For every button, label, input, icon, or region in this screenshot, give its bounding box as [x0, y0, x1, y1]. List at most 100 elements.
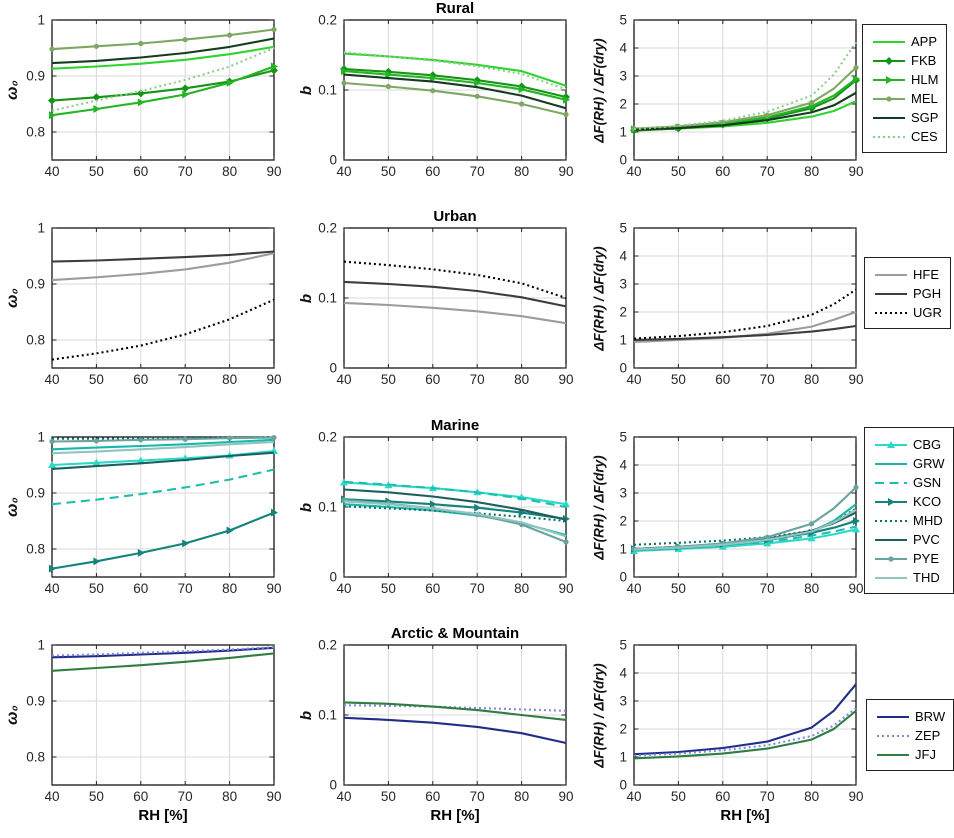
svg-text:50: 50 [381, 164, 396, 179]
legend-item-label: CBG [913, 437, 942, 452]
svg-text:0: 0 [329, 570, 337, 585]
svg-text:50: 50 [381, 581, 396, 596]
chart-svg-rural-forcing: 40 50 60 70 80 90 0 1 2 3 4 5 [619, 13, 863, 180]
row-title-marine: Marine [430, 417, 480, 434]
svg-text:60: 60 [133, 789, 148, 804]
series-line-UGR [343, 260, 567, 299]
svg-text:60: 60 [133, 581, 148, 596]
svg-text:5: 5 [619, 638, 627, 653]
svg-text:60: 60 [425, 581, 440, 596]
ylabel-text: b [298, 502, 316, 512]
svg-text:3: 3 [619, 486, 627, 501]
svg-text:60: 60 [425, 789, 440, 804]
svg-text:60: 60 [715, 581, 730, 596]
svg-text:0: 0 [619, 778, 627, 793]
ylabel-arctic-ssa: ω₀ [2, 645, 24, 785]
legend-line-sample [875, 576, 907, 579]
svg-text:0.2: 0.2 [318, 430, 337, 445]
legend-item-label: BRW [915, 709, 946, 724]
svg-text:1: 1 [619, 333, 627, 348]
legend-item-GSN: GSN [874, 473, 945, 492]
series-line-PYE [633, 486, 857, 551]
svg-text:0.1: 0.1 [318, 500, 337, 515]
svg-text:0.1: 0.1 [318, 708, 337, 723]
series-line-APP [51, 45, 275, 70]
chart-svg-urban-b: 40 50 60 70 80 90 0 0.1 0.2 [318, 221, 573, 388]
legend-line-sample [873, 40, 905, 43]
svg-text:0.9: 0.9 [26, 694, 45, 709]
panel-urban-b: 40 50 60 70 80 90 0 0.1 0.2 [298, 210, 578, 392]
ylabel-text: b [298, 85, 316, 95]
series-line-KCO [51, 511, 275, 570]
panel-marine-ssa: 40 50 60 70 80 90 0.8 0.9 1 [6, 419, 286, 601]
row-title-rural: Rural [435, 0, 475, 17]
svg-text:40: 40 [44, 372, 59, 387]
series-line-ZEP [633, 707, 857, 757]
ylabel-rural-forcing: ΔF(RH) / ΔF(dry) [588, 20, 610, 160]
legend-item-label: SGP [911, 110, 939, 125]
legend-line-sample [873, 75, 905, 84]
legend-item-MEL: MEL [872, 89, 938, 108]
svg-text:2: 2 [619, 722, 627, 737]
svg-text:0.2: 0.2 [318, 638, 337, 653]
series-line-JFJ [633, 709, 857, 760]
series-line-GRW [51, 438, 275, 451]
series-line-GSN [343, 480, 567, 509]
svg-text:80: 80 [514, 372, 529, 387]
svg-text:80: 80 [514, 581, 529, 596]
legend-item-label: ZEP [915, 728, 941, 743]
legend-item-label: GSN [913, 475, 942, 490]
svg-text:1: 1 [37, 221, 45, 236]
row-title-arctic: Arctic & Mountain [390, 625, 520, 642]
series-line-PGH [51, 250, 275, 263]
svg-text:80: 80 [222, 581, 237, 596]
series-line-HFE [633, 311, 857, 344]
panel-arctic-ssa: 40 50 60 70 80 90 0.8 0.9 1 [6, 627, 286, 809]
svg-text:40: 40 [626, 581, 641, 596]
legend-item-CES: CES [872, 127, 938, 146]
svg-text:90: 90 [848, 789, 863, 804]
urban-forcing-legend: HFE PGH UGR [864, 257, 951, 329]
svg-text:0.1: 0.1 [318, 291, 337, 306]
chart-svg-arctic-forcing: 40 50 60 70 80 90 0 1 2 3 4 5 [619, 638, 863, 805]
svg-text:80: 80 [804, 789, 819, 804]
svg-text:90: 90 [558, 789, 573, 804]
legend-item-label: JFJ [915, 747, 936, 762]
svg-text:80: 80 [514, 789, 529, 804]
series-line-BRW [343, 716, 567, 745]
svg-text:70: 70 [470, 581, 485, 596]
legend-item-HFE: HFE [874, 265, 942, 284]
svg-text:0.1: 0.1 [318, 83, 337, 98]
svg-text:60: 60 [715, 372, 730, 387]
svg-text:50: 50 [89, 581, 104, 596]
svg-text:1: 1 [37, 430, 45, 445]
svg-text:0: 0 [619, 361, 627, 376]
legend-line-sample [875, 292, 907, 295]
svg-text:0.2: 0.2 [318, 13, 337, 28]
series-line-SGP [633, 91, 857, 131]
series-line-THD [343, 500, 567, 538]
svg-text:40: 40 [336, 789, 351, 804]
ylabel-marine-ssa: ω₀ [2, 437, 24, 577]
series-line-HFE [51, 252, 275, 282]
series-line-HFE [343, 301, 567, 325]
series-line-MEL [51, 28, 275, 51]
svg-text:0.8: 0.8 [26, 542, 45, 557]
svg-text:0: 0 [329, 153, 337, 168]
svg-text:70: 70 [760, 581, 775, 596]
svg-text:40: 40 [336, 164, 351, 179]
legend-line-sample [875, 462, 907, 465]
ylabel-rural-b: b [296, 20, 318, 160]
ylabel-urban-b: b [296, 228, 318, 368]
svg-text:60: 60 [715, 164, 730, 179]
svg-text:80: 80 [804, 372, 819, 387]
ylabel-text: ΔF(RH) / ΔF(dry) [591, 454, 607, 560]
svg-text:0.8: 0.8 [26, 125, 45, 140]
legend-item-label: HFE [913, 267, 939, 282]
svg-text:3: 3 [619, 69, 627, 84]
panel-rural-ssa: 40 50 60 70 80 90 0.8 0.9 1 [6, 2, 286, 184]
chart-svg-marine-ssa: 40 50 60 70 80 90 0.8 0.9 1 [26, 430, 281, 597]
svg-text:50: 50 [89, 164, 104, 179]
svg-text:70: 70 [178, 372, 193, 387]
legend-line-sample [873, 116, 905, 119]
